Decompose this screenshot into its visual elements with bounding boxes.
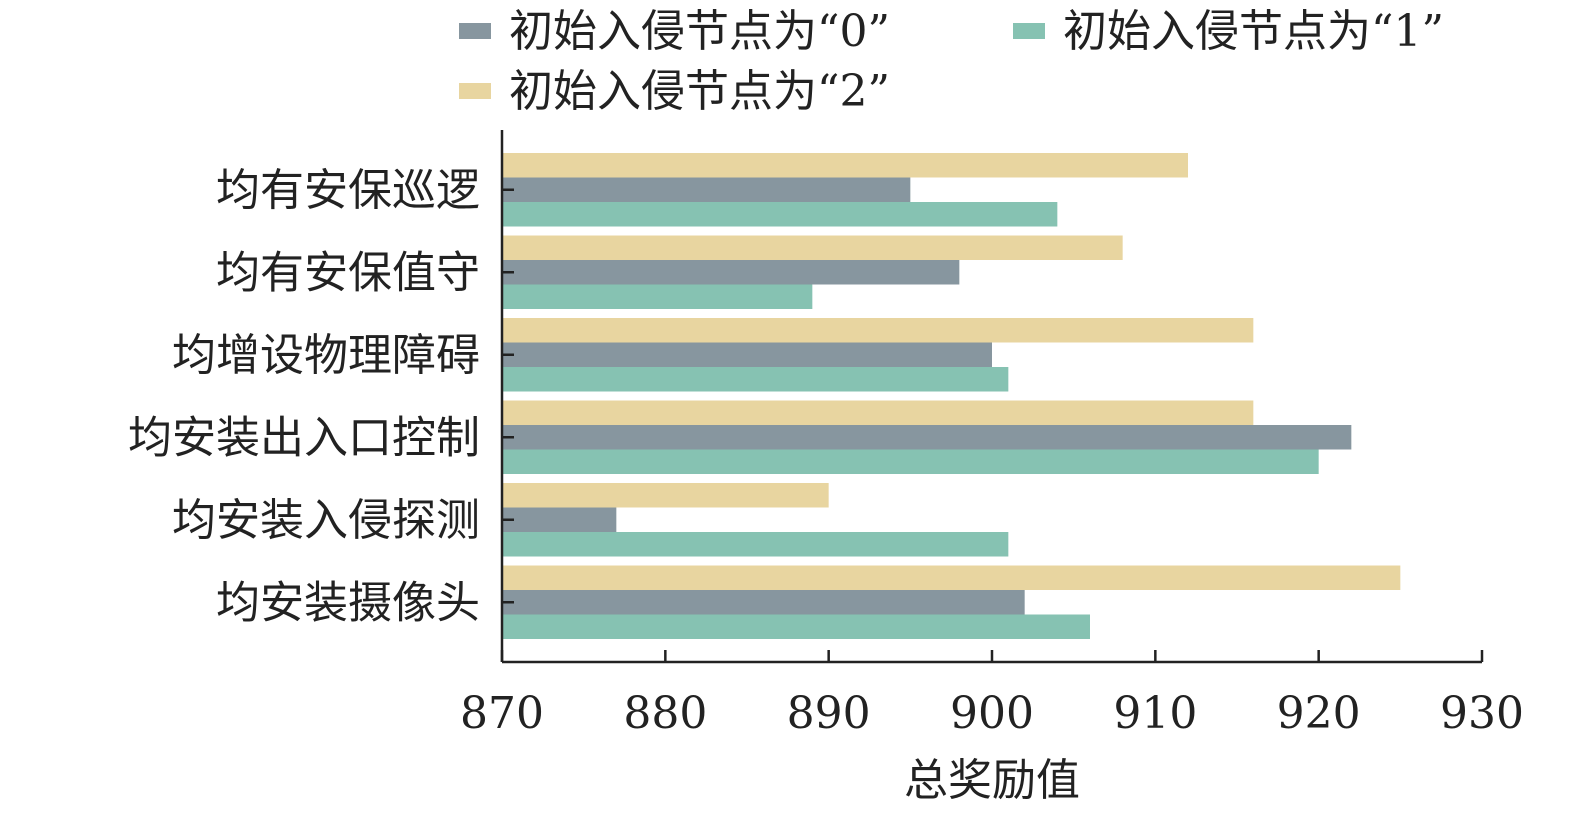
bar-series2-2 [503, 367, 1009, 392]
x-tick-label: 880 [623, 688, 707, 739]
bars [503, 153, 1401, 639]
x-tick-label: 870 [460, 688, 544, 739]
legend-swatch [1013, 23, 1045, 39]
bar-series1-2 [503, 342, 992, 367]
bar-series1-5 [503, 590, 1025, 615]
x-tick-label: 930 [1440, 688, 1524, 739]
bar-series1-1 [503, 260, 960, 285]
bar-series2-4 [503, 532, 1009, 557]
bar-series0-4 [503, 483, 829, 508]
bar-series0-1 [503, 235, 1123, 260]
x-tick-label: 900 [950, 688, 1034, 739]
x-tick-label: 910 [1113, 688, 1197, 739]
bar-series0-3 [503, 400, 1254, 425]
bar-series2-1 [503, 284, 813, 309]
legend-label: 初始入侵节点为“2” [509, 66, 890, 117]
legend-swatch [459, 83, 491, 99]
bar-series2-3 [503, 449, 1319, 474]
axes [500, 130, 1484, 664]
category-label: 均有安保值守 [216, 247, 480, 298]
legend-label: 初始入侵节点为“0” [509, 6, 890, 57]
bar-series1-3 [503, 425, 1352, 450]
bar-series2-0 [503, 202, 1058, 227]
category-label: 均有安保巡逻 [216, 165, 480, 216]
category-label: 均安装出入口控制 [128, 412, 480, 463]
legend-label: 初始入侵节点为“1” [1063, 6, 1444, 57]
tick-labels: 870 880 890 900 910 920 930 [460, 688, 1524, 739]
legend: 初始入侵节点为“0” 初始入侵节点为“1” 初始入侵节点为“2” [459, 6, 1444, 117]
bar-series0-0 [503, 153, 1188, 178]
bar-series1-4 [503, 507, 617, 532]
x-tick-label: 890 [787, 688, 871, 739]
x-axis-title: 总奖励值 [904, 755, 1080, 806]
bar-series0-2 [503, 318, 1254, 343]
legend-swatch [459, 23, 491, 39]
bar-series1-0 [503, 177, 911, 202]
category-label: 均安装摄像头 [216, 577, 480, 628]
category-label: 均增设物理障碍 [172, 330, 480, 381]
bar-series0-5 [503, 565, 1401, 590]
category-label: 均安装入侵探测 [172, 495, 480, 546]
bar-series2-5 [503, 614, 1090, 639]
x-tick-label: 920 [1277, 688, 1361, 739]
